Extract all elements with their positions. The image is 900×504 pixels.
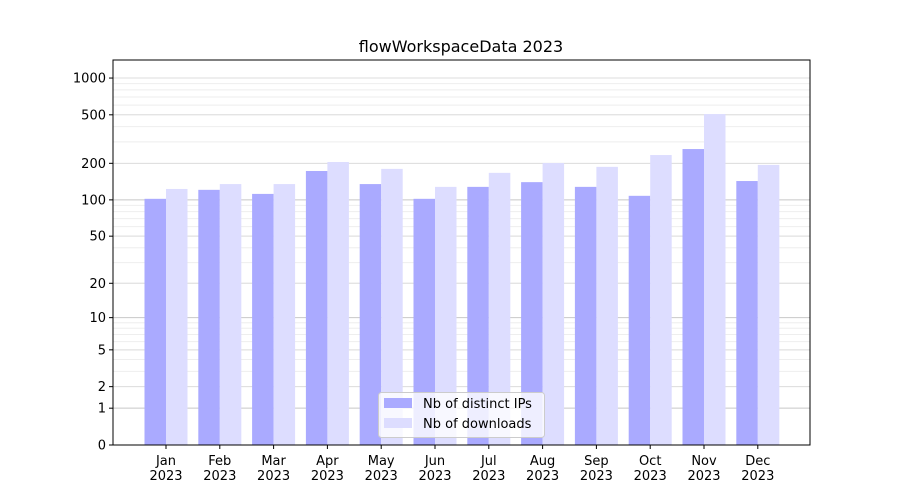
x-tick-label: May 2023: [365, 454, 398, 484]
x-tick-label: Jul 2023: [472, 454, 505, 484]
bar-distinct-ips: [682, 149, 704, 445]
bar-downloads: [650, 155, 672, 445]
bar-distinct-ips: [574, 186, 597, 445]
x-tick-label: Feb 2023: [203, 454, 236, 484]
bar-downloads: [166, 188, 188, 445]
x-tick-label: Jan 2023: [149, 454, 182, 484]
bar-downloads: [273, 184, 296, 446]
bar-downloads: [327, 162, 349, 445]
bar-distinct-ips: [144, 198, 166, 445]
y-tick-label: 2: [98, 380, 106, 395]
bar-distinct-ips: [413, 198, 435, 445]
bar-distinct-ips: [521, 182, 543, 445]
y-tick-label: 1: [98, 402, 106, 417]
bar-distinct-ips: [198, 189, 220, 445]
y-tick-label: 1000: [73, 72, 106, 87]
y-tick-label: 500: [81, 108, 106, 123]
y-tick-label: 5: [98, 343, 106, 358]
x-tick-label: Apr 2023: [311, 454, 344, 484]
bar-distinct-ips: [305, 170, 328, 445]
bar-distinct-ips: [467, 186, 489, 445]
bar-distinct-ips: [628, 195, 651, 445]
bar-distinct-ips: [359, 184, 382, 446]
x-tick-label: Sep 2023: [580, 454, 613, 484]
bar-downloads: [596, 166, 618, 446]
x-tick-label: Oct 2023: [634, 454, 667, 484]
x-tick-label: Nov 2023: [687, 454, 720, 484]
bar-downloads: [219, 184, 242, 446]
bar-distinct-ips: [252, 193, 274, 445]
legend-swatch: [384, 398, 412, 408]
chart-title: flowWorkspaceData 2023: [359, 37, 563, 56]
y-tick-label: 20: [89, 277, 106, 292]
legend-label: Nb of distinct IPs: [423, 397, 532, 412]
legend-label: Nb of downloads: [423, 417, 532, 432]
legend-box: [378, 392, 545, 438]
plot-frame: [112, 59, 811, 446]
bar-downloads: [757, 164, 780, 445]
bar-downloads: [381, 168, 403, 445]
y-tick-label: 10: [89, 311, 106, 326]
legend: Nb of distinct IPs Nb of downloads: [378, 392, 545, 438]
y-tick-label: 100: [81, 193, 106, 208]
legend-swatch: [384, 418, 412, 428]
y-tick-label: 50: [89, 230, 106, 245]
x-tick-label: Dec 2023: [741, 454, 774, 484]
bar-downloads: [542, 163, 565, 445]
bar-downloads: [435, 186, 457, 445]
y-tick-label: 0: [98, 439, 106, 454]
x-tick-label: Aug 2023: [526, 454, 559, 484]
bar-distinct-ips: [736, 181, 758, 445]
bar-downloads: [488, 172, 511, 446]
x-tick-label: Jun 2023: [418, 454, 451, 484]
x-tick-label: Mar 2023: [257, 454, 290, 484]
y-tick-label: 200: [81, 157, 106, 172]
bar-downloads: [704, 114, 726, 445]
